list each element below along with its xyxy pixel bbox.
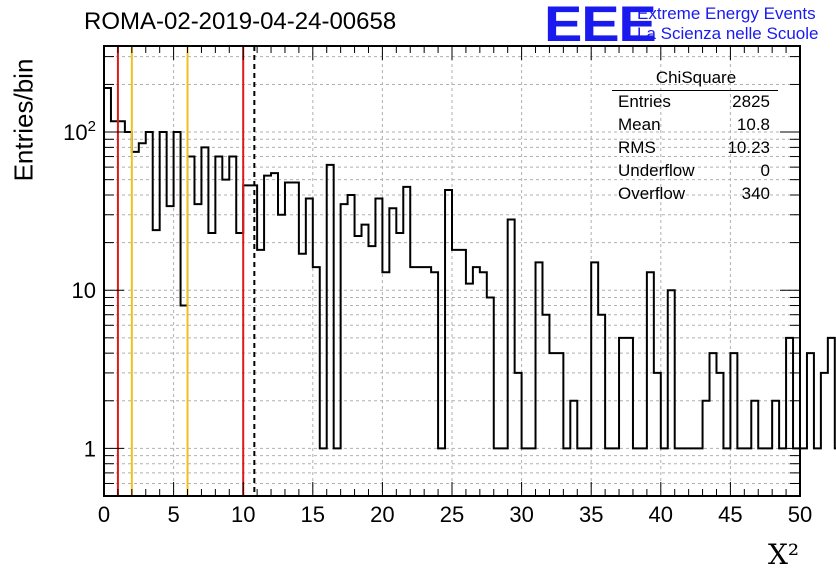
stats-box: ChiSquare Entries 2825 Mean 10.8 RMS 10.… bbox=[612, 68, 780, 207]
x-tick-label: 50 bbox=[788, 502, 812, 527]
x-tick-label: 15 bbox=[301, 502, 325, 527]
marker-lines bbox=[116, 46, 256, 496]
y-tick-label: 10 bbox=[72, 278, 96, 303]
x-tick-label: 30 bbox=[509, 502, 533, 527]
logo-line-2: La Scienza nelle Scuole bbox=[637, 24, 819, 43]
x-tick-label: 25 bbox=[440, 502, 464, 527]
stats-value: 0 bbox=[760, 161, 770, 180]
x-tick-label: 35 bbox=[579, 502, 603, 527]
stats-label: Mean bbox=[618, 115, 661, 134]
eee-logo: EEE bbox=[544, 0, 657, 52]
stats-label: Entries bbox=[618, 92, 671, 111]
stats-title: ChiSquare bbox=[655, 68, 737, 87]
stats-rule bbox=[612, 90, 778, 91]
x-tick-label: 45 bbox=[718, 502, 742, 527]
stats-row-overflow: Overflow 340 bbox=[612, 184, 780, 207]
x-tick-label: 10 bbox=[231, 502, 255, 527]
stats-row-entries: Entries 2825 bbox=[612, 92, 780, 115]
stats-value: 10.23 bbox=[727, 138, 770, 157]
x-tick-label: 40 bbox=[649, 502, 673, 527]
grid-lines bbox=[104, 46, 800, 497]
axis-ticks bbox=[103, 46, 801, 497]
x-tick-label: 20 bbox=[370, 502, 394, 527]
stats-row-rms: RMS 10.23 bbox=[612, 138, 780, 161]
tick-labels: 0 5 10 15 20 25 30 35 40 45 50 1 10 102 bbox=[63, 118, 812, 527]
y-axis-label-box: Entries/bin bbox=[6, 45, 42, 195]
chart-title: ROMA-02-2019-04-24-00658 bbox=[84, 8, 397, 35]
stats-value: 340 bbox=[741, 184, 770, 203]
logo-line-1: Extreme Energy Events bbox=[637, 4, 816, 23]
stats-label: Overflow bbox=[618, 184, 686, 203]
x-tick-label: 0 bbox=[98, 502, 110, 527]
stats-row-mean: Mean 10.8 bbox=[612, 115, 780, 138]
x-tick-label: 5 bbox=[167, 502, 179, 527]
stats-value: 10.8 bbox=[736, 115, 770, 134]
y-axis-label: Entries/bin bbox=[8, 58, 39, 182]
stats-value: 2825 bbox=[732, 92, 770, 111]
x-axis-label: X² bbox=[768, 538, 800, 571]
stats-label: Underflow bbox=[618, 161, 695, 180]
y-tick-label: 102 bbox=[63, 118, 96, 145]
stats-row-underflow: Underflow 0 bbox=[612, 161, 780, 184]
y-tick-label: 1 bbox=[84, 436, 96, 461]
stats-label: RMS bbox=[618, 138, 656, 157]
